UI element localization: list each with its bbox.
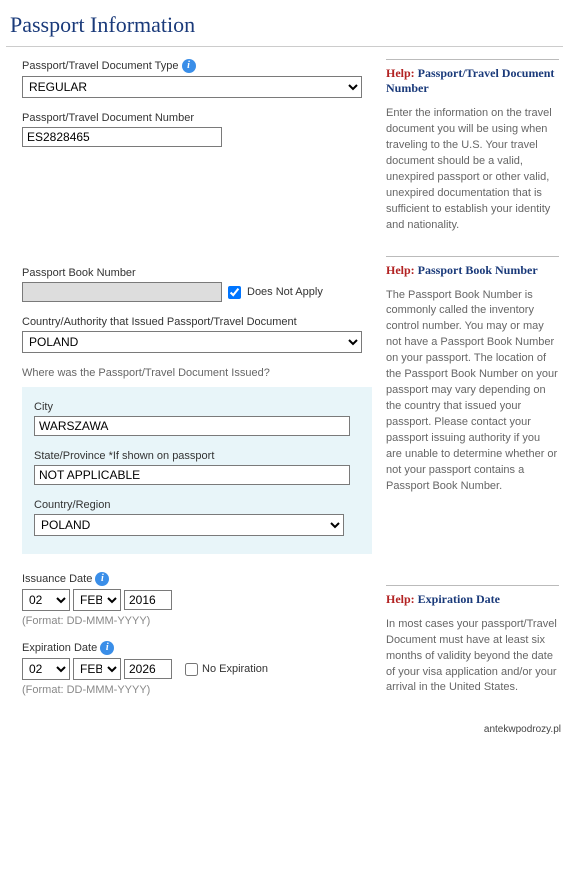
format-hint: (Format: DD-MMM-YYYY) <box>22 684 372 696</box>
expiration-date-label: Expiration Datei <box>22 641 372 655</box>
help-body: Enter the information on the travel docu… <box>386 106 559 234</box>
help-divider <box>386 59 559 60</box>
region-field: Country/Region POLAND <box>34 499 360 536</box>
issuance-month-select[interactable]: FEB <box>73 589 121 611</box>
book-number-label: Passport Book Number <box>22 267 372 279</box>
country-auth-label: Country/Authority that Issued Passport/T… <box>22 316 372 328</box>
state-input[interactable] <box>34 465 350 485</box>
country-auth-field: Country/Authority that Issued Passport/T… <box>22 316 372 353</box>
city-field: City <box>34 401 360 436</box>
main-columns: Passport/Travel Document Typei REGULAR P… <box>0 59 569 724</box>
city-input[interactable] <box>34 416 350 436</box>
issuance-year-input[interactable] <box>124 590 172 610</box>
watermark: antekwpodrozy.pl <box>484 724 561 735</box>
no-expiration-checkbox[interactable] <box>185 663 198 676</box>
doc-type-select[interactable]: REGULAR <box>22 76 362 98</box>
book-number-input <box>22 282 222 302</box>
city-label: City <box>34 401 360 413</box>
doc-number-label: Passport/Travel Document Number <box>22 112 372 124</box>
help-divider <box>386 585 559 586</box>
issued-box: City State/Province *If shown on passpor… <box>22 387 372 554</box>
does-not-apply-checkbox[interactable] <box>228 286 241 299</box>
issuance-date-label: Issuance Datei <box>22 572 372 586</box>
help-column: Help: Passport/Travel Document Number En… <box>386 59 559 710</box>
help-doc-number: Help: Passport/Travel Document Number En… <box>386 59 559 234</box>
doc-type-field: Passport/Travel Document Typei REGULAR <box>22 59 372 98</box>
help-body: The Passport Book Number is commonly cal… <box>386 288 559 495</box>
info-icon[interactable]: i <box>95 572 109 586</box>
info-icon[interactable]: i <box>100 641 114 655</box>
issued-where-label: Where was the Passport/Travel Document I… <box>22 367 372 379</box>
doc-number-input[interactable] <box>22 127 222 147</box>
region-label: Country/Region <box>34 499 360 511</box>
does-not-apply-label: Does Not Apply <box>247 286 323 298</box>
page-title: Passport Information <box>0 0 569 46</box>
info-icon[interactable]: i <box>182 59 196 73</box>
issuance-date-field: Issuance Datei 02 FEB (Format: DD-MMM-YY… <box>22 572 372 627</box>
expiration-day-select[interactable]: 02 <box>22 658 70 680</box>
help-book-number: Help: Passport Book Number The Passport … <box>386 256 559 495</box>
help-title: Help: Passport Book Number <box>386 263 559 278</box>
help-title: Help: Passport/Travel Document Number <box>386 66 559 96</box>
issued-where-section: Where was the Passport/Travel Document I… <box>22 367 372 554</box>
state-field: State/Province *If shown on passport <box>34 450 360 485</box>
region-select[interactable]: POLAND <box>34 514 344 536</box>
help-divider <box>386 256 559 257</box>
expiration-month-select[interactable]: FEB <box>73 658 121 680</box>
issuance-day-select[interactable]: 02 <box>22 589 70 611</box>
no-expiration-label: No Expiration <box>202 663 268 675</box>
help-body: In most cases your passport/Travel Docum… <box>386 617 559 697</box>
state-label: State/Province *If shown on passport <box>34 450 360 462</box>
help-title: Help: Expiration Date <box>386 592 559 607</box>
country-auth-select[interactable]: POLAND <box>22 331 362 353</box>
expiration-date-field: Expiration Datei 02 FEB No Expiration (F… <box>22 641 372 696</box>
format-hint: (Format: DD-MMM-YYYY) <box>22 615 372 627</box>
book-number-field: Passport Book Number Does Not Apply <box>22 267 372 302</box>
doc-number-field: Passport/Travel Document Number <box>22 112 372 147</box>
expiration-year-input[interactable] <box>124 659 172 679</box>
help-expiration: Help: Expiration Date In most cases your… <box>386 585 559 697</box>
divider <box>6 46 563 47</box>
form-column: Passport/Travel Document Typei REGULAR P… <box>22 59 372 710</box>
doc-type-label: Passport/Travel Document Typei <box>22 59 372 73</box>
